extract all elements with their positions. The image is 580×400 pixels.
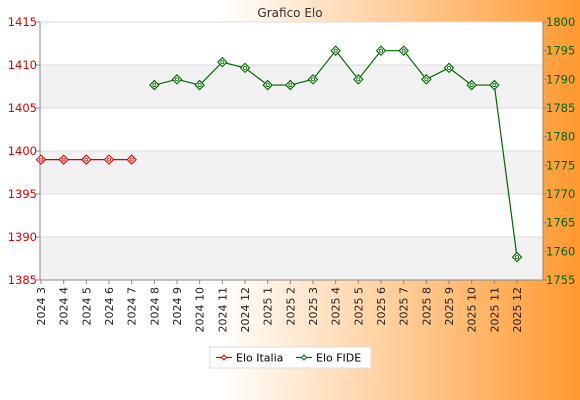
data-point-center xyxy=(61,157,66,162)
x-tick-label: 2025 3 xyxy=(307,287,320,326)
x-tick-label: 2025 1 xyxy=(262,287,275,326)
data-point-center xyxy=(401,48,406,53)
data-point-center xyxy=(39,157,44,162)
left-tick-label: 1410 xyxy=(8,58,37,72)
data-point-center xyxy=(288,83,293,88)
left-tick-label: 1385 xyxy=(8,273,37,287)
data-point-center xyxy=(197,83,202,88)
right-tick-label: 1755 xyxy=(546,273,575,287)
right-tick-label: 1785 xyxy=(546,101,575,115)
right-tick-label: 1775 xyxy=(546,158,575,172)
x-tick-label: 2025 10 xyxy=(466,287,479,333)
grid-band xyxy=(40,22,543,65)
left-tick-label: 1400 xyxy=(8,144,37,158)
grid-band xyxy=(40,194,543,237)
x-tick-label: 2025 6 xyxy=(375,287,388,326)
x-tick-label: 2025 4 xyxy=(330,287,343,326)
data-point-center xyxy=(220,60,225,65)
legend-label: Elo Italia xyxy=(236,352,283,365)
x-tick-label: 2025 12 xyxy=(511,287,524,333)
right-tick-label: 1780 xyxy=(546,130,575,144)
data-point-center xyxy=(242,65,247,70)
x-tick-label: 2024 10 xyxy=(194,287,207,333)
x-tick-label: 2024 8 xyxy=(148,287,161,326)
x-tick-label: 2025 5 xyxy=(352,287,365,326)
x-tick-label: 2025 2 xyxy=(284,287,297,326)
right-tick-label: 1760 xyxy=(546,244,575,258)
data-point-center xyxy=(265,83,270,88)
legend: Elo Italia Elo FIDE xyxy=(209,346,372,369)
grid-band xyxy=(40,108,543,151)
grid-band xyxy=(40,151,543,194)
plot-area: 1385 1390 1395 1400 1405 1410 1415 1755 1760 1765… xyxy=(8,15,576,333)
data-point-center xyxy=(333,48,338,53)
x-tick-label: 2025 11 xyxy=(488,287,501,333)
x-tick-label: 2024 9 xyxy=(171,287,184,326)
right-tick-label: 1795 xyxy=(546,44,575,58)
x-tick-label: 2024 5 xyxy=(80,287,93,326)
data-point-center xyxy=(492,83,497,88)
data-point-center xyxy=(129,157,134,162)
data-point-center xyxy=(356,77,361,82)
left-tick-label: 1390 xyxy=(8,230,37,244)
data-point-center xyxy=(84,157,89,162)
left-tick-label: 1405 xyxy=(8,101,37,115)
right-tick-label: 1790 xyxy=(546,72,575,86)
legend-swatch-marker xyxy=(300,354,308,361)
left-tick-label: 1395 xyxy=(8,187,37,201)
chart-title: Grafico Elo xyxy=(257,6,322,20)
legend-label: Elo FIDE xyxy=(316,352,361,365)
data-point-center xyxy=(424,77,429,82)
grid-band xyxy=(40,237,543,280)
data-point-center xyxy=(107,157,112,162)
x-tick-label: 2024 7 xyxy=(126,287,139,326)
x-tick-label: 2025 7 xyxy=(398,287,411,326)
x-tick-label: 2024 4 xyxy=(58,287,71,326)
data-point-center xyxy=(174,77,179,82)
data-point-center xyxy=(446,65,451,70)
x-tick-label: 2024 6 xyxy=(103,287,116,326)
data-point-center xyxy=(152,83,157,88)
x-tick-label: 2024 12 xyxy=(239,287,252,333)
data-point-center xyxy=(310,77,315,82)
right-tick-label: 1765 xyxy=(546,216,575,230)
legend-box xyxy=(209,346,372,369)
x-tick-label: 2024 11 xyxy=(216,287,229,333)
right-tick-label: 1800 xyxy=(546,15,575,29)
data-point-center xyxy=(469,83,474,88)
x-tick-label: 2025 8 xyxy=(420,287,433,326)
x-tick-label: 2025 9 xyxy=(443,287,456,326)
data-point-center xyxy=(515,255,520,260)
data-point-center xyxy=(378,48,383,53)
left-tick-label: 1415 xyxy=(8,15,37,29)
legend-swatch-marker xyxy=(220,354,228,361)
x-tick-label: 2024 3 xyxy=(35,287,48,326)
right-tick-label: 1770 xyxy=(546,187,575,201)
